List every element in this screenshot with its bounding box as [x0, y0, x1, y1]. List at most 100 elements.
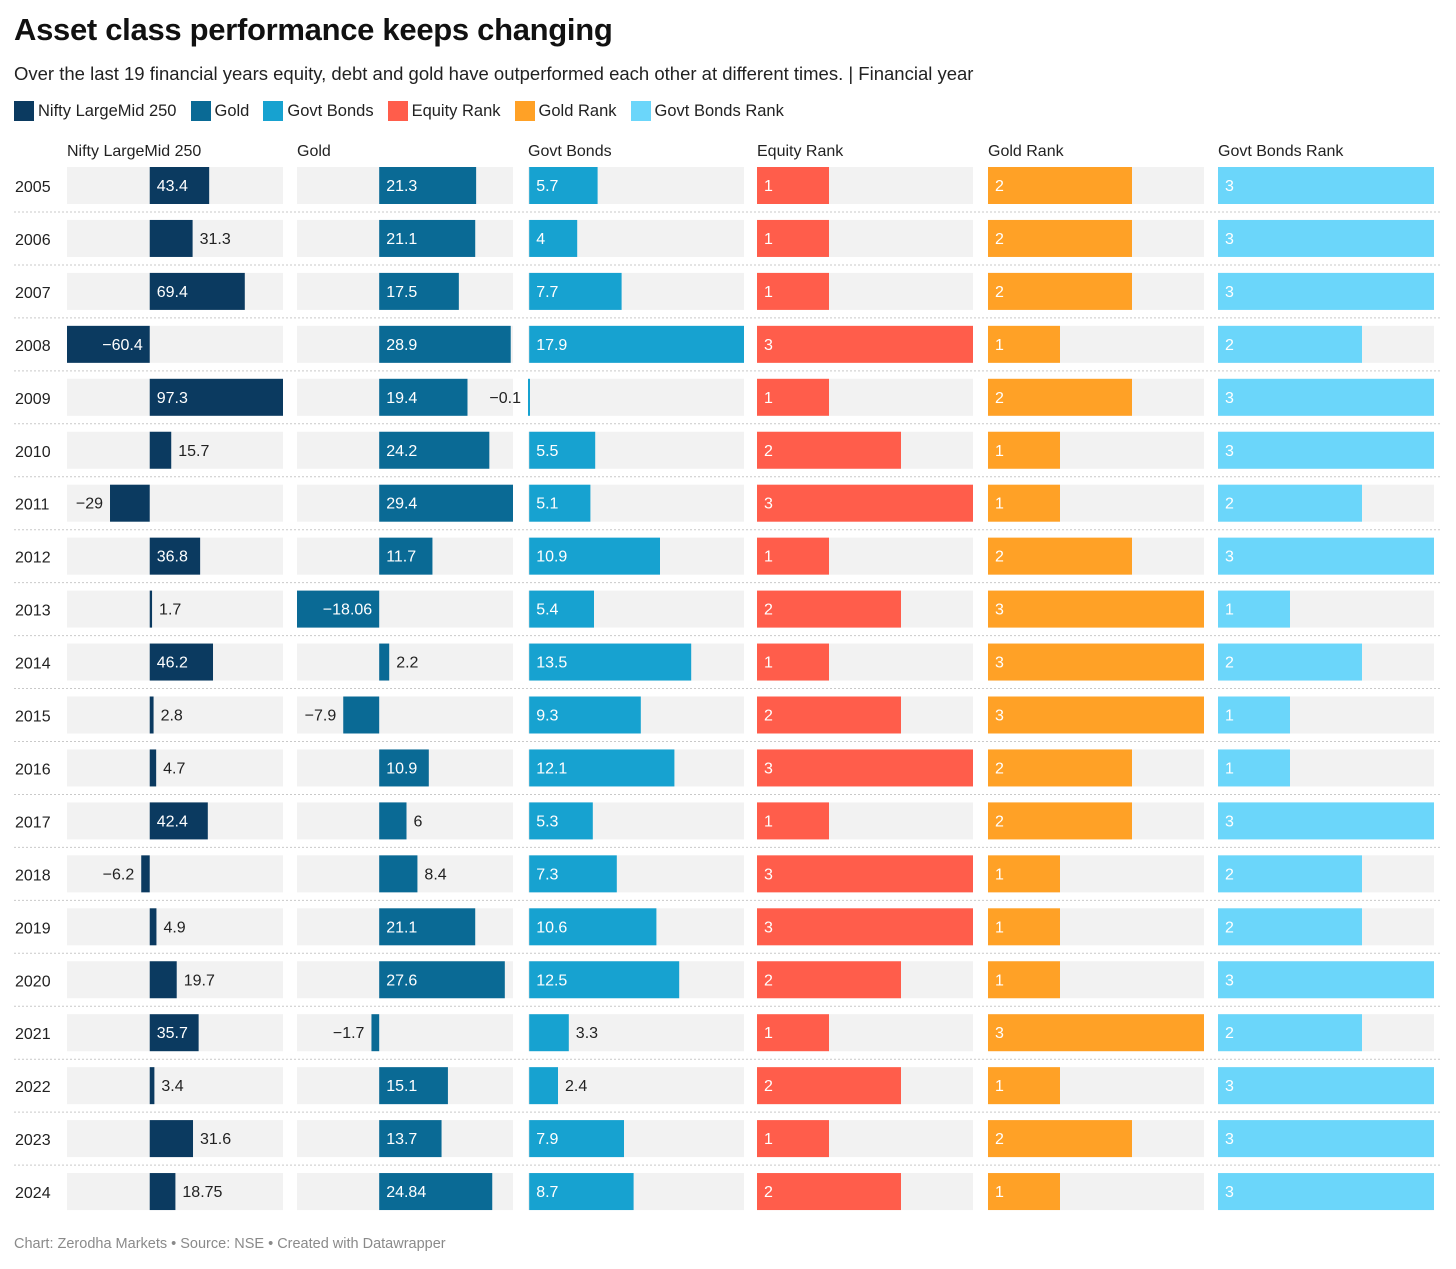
- bar-gold: [379, 1067, 448, 1105]
- data-label-govt-bonds-rank: 3: [1225, 1184, 1234, 1201]
- legend-swatch-gold-rank: [514, 101, 535, 121]
- bar-govt-bonds: [529, 643, 692, 681]
- bar-chart-grid: Nifty LargeMid 250 Gold Govt Bonds Equity R…: [14, 143, 1442, 1211]
- year-label: 2022: [15, 1079, 51, 1096]
- bar-gold: [379, 802, 407, 840]
- data-label-govt-bonds: 10.9: [536, 549, 567, 566]
- year-label: 2009: [15, 391, 51, 408]
- year-label: 2023: [15, 1132, 51, 1149]
- year-label: 2007: [15, 285, 51, 302]
- year-label: 2014: [15, 656, 51, 673]
- data-label-govt-bonds-rank: 2: [1225, 655, 1234, 672]
- data-label-govt-bonds-rank: 3: [1225, 178, 1234, 195]
- data-label-govt-bonds: 8.7: [536, 1184, 558, 1201]
- bar-nifty-largemid-250: [149, 272, 245, 310]
- bar-nifty-largemid-250: [149, 1067, 155, 1105]
- bar-track: [528, 378, 744, 416]
- bar-gold: [343, 696, 380, 734]
- bar-equity-rank: [757, 378, 829, 416]
- bar-govt-bonds-rank: [1218, 1120, 1434, 1158]
- data-label-gold: 28.9: [386, 337, 417, 354]
- bar-govt-bonds-rank: [1218, 961, 1434, 999]
- legend-label-govt-bonds: Govt Bonds: [287, 101, 374, 120]
- data-label-gold: 2.2: [396, 655, 418, 672]
- data-label-nifty-largemid-250: 31.6: [200, 1131, 231, 1148]
- data-label-govt-bonds-rank: 3: [1225, 443, 1234, 460]
- year-label: 2019: [15, 920, 51, 937]
- bar-track: [67, 484, 283, 522]
- bar-gold-rank: [988, 749, 1132, 787]
- data-label-govt-bonds-rank: 3: [1225, 284, 1234, 301]
- bar-nifty-largemid-250: [149, 167, 210, 204]
- bar-govt-bonds: [529, 961, 680, 999]
- bar-govt-bonds-rank: [1218, 484, 1362, 522]
- data-label-govt-bonds: 2.4: [565, 1078, 587, 1095]
- data-label-equity-rank: 3: [764, 760, 773, 777]
- bar-govt-bonds: [529, 325, 744, 363]
- data-label-gold-rank: 3: [995, 708, 1004, 725]
- data-label-equity-rank: 1: [764, 1025, 773, 1042]
- data-label-govt-bonds: 7.3: [536, 866, 558, 883]
- data-label-nifty-largemid-250: 15.7: [178, 443, 209, 460]
- bar-gold: [379, 272, 459, 310]
- data-label-nifty-largemid-250: 42.4: [157, 813, 188, 830]
- legend-item-govt-bonds-rank: Govt Bonds Rank: [630, 101, 784, 121]
- bar-govt-bonds-rank: [1218, 1067, 1434, 1105]
- legend-item-equity-rank: Equity Rank: [387, 101, 501, 121]
- column-header-gold-rank: Gold Rank: [988, 143, 1065, 160]
- bar-govt-bonds: [529, 749, 675, 787]
- bar-nifty-largemid-250: [149, 537, 201, 575]
- bar-nifty-largemid-250: [149, 696, 154, 734]
- bar-gold-rank: [988, 325, 1060, 363]
- year-label: 2011: [15, 497, 50, 514]
- bar-equity-rank: [757, 431, 901, 469]
- bar-gold-rank: [988, 1014, 1204, 1052]
- bar-nifty-largemid-250: [149, 378, 283, 416]
- year-label: 2016: [15, 761, 51, 778]
- data-label-govt-bonds-rank: 1: [1225, 708, 1234, 725]
- data-label-gold: −18.06: [323, 602, 372, 619]
- legend-swatch-govt-bonds-rank: [630, 101, 651, 121]
- legend-label-gold-rank: Gold Rank: [538, 101, 617, 120]
- data-label-gold-rank: 2: [995, 178, 1004, 195]
- bar-equity-rank: [757, 908, 973, 946]
- bar-gold-rank: [988, 696, 1204, 734]
- bar-gold-rank: [988, 908, 1060, 946]
- legend-label-equity: Nifty LargeMid 250: [38, 101, 177, 120]
- bar-govt-bonds-rank: [1218, 1173, 1434, 1211]
- data-label-gold: −7.9: [305, 708, 337, 725]
- data-label-govt-bonds-rank: 3: [1225, 972, 1234, 989]
- bar-track: [297, 643, 513, 681]
- legend-swatch-equity: [14, 101, 34, 121]
- data-label-nifty-largemid-250: 1.7: [159, 602, 181, 619]
- bar-govt-bonds-rank: [1218, 590, 1290, 628]
- bar-govt-bonds-rank: [1218, 802, 1434, 840]
- bar-nifty-largemid-250: [67, 325, 150, 363]
- legend-label-govt-bonds-rank: Govt Bonds Rank: [654, 101, 784, 120]
- bar-gold: [379, 749, 429, 787]
- data-label-nifty-largemid-250: 18.75: [182, 1184, 222, 1201]
- data-label-gold-rank: 2: [995, 1131, 1004, 1148]
- bar-gold: [379, 431, 490, 469]
- bar-gold: [379, 1173, 493, 1211]
- bar-govt-bonds-rank: [1218, 219, 1434, 257]
- bar-equity-rank: [757, 802, 829, 840]
- data-label-gold: 24.84: [386, 1184, 426, 1201]
- year-label: 2020: [15, 973, 51, 990]
- legend-item-gold: Gold: [190, 101, 249, 121]
- data-label-equity-rank: 1: [764, 390, 773, 407]
- bar-equity-rank: [757, 537, 829, 575]
- bar-govt-bonds: [529, 537, 660, 575]
- data-label-gold-rank: 1: [995, 1078, 1004, 1095]
- bar-gold: [379, 325, 511, 363]
- data-label-govt-bonds-rank: 3: [1225, 390, 1234, 407]
- year-label: 2015: [15, 709, 51, 726]
- bar-equity-rank: [757, 272, 829, 310]
- data-label-govt-bonds: 5.7: [536, 178, 558, 195]
- data-label-govt-bonds-rank: 2: [1225, 496, 1234, 513]
- bar-gold: [379, 643, 390, 681]
- data-label-govt-bonds-rank: 3: [1225, 1131, 1234, 1148]
- data-label-equity-rank: 1: [764, 813, 773, 830]
- chart-subtitle: Over the last 19 financial years equity,…: [14, 63, 974, 84]
- bar-nifty-largemid-250: [149, 749, 157, 787]
